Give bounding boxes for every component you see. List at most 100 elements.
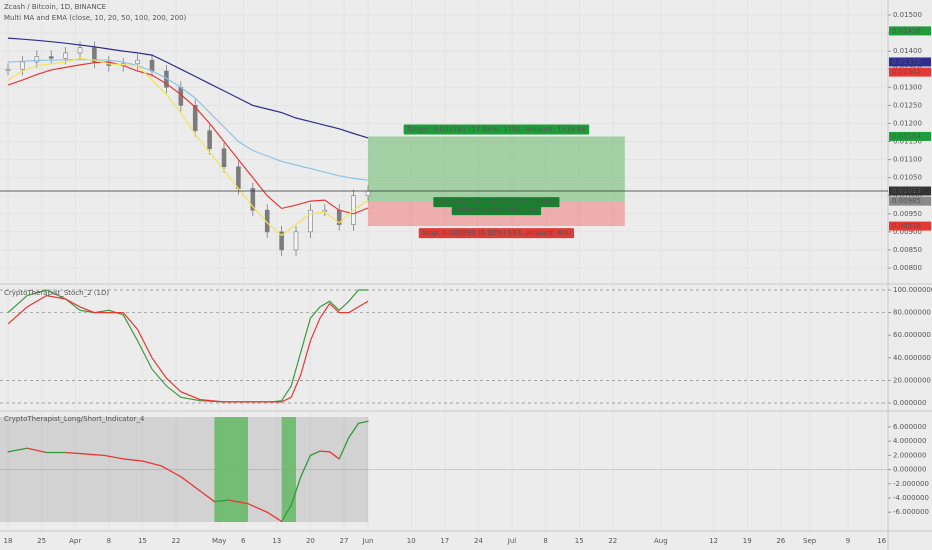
series-segment — [7, 447, 28, 453]
position-label: Risk/Reward Ratio: 2.58 — [455, 206, 538, 214]
x-tick-label: 8 — [543, 537, 547, 545]
series-line — [7, 58, 369, 181]
x-tick-label: 20 — [306, 537, 315, 545]
x-tick-label: Jun — [362, 537, 374, 545]
x-tick-label: 6 — [241, 537, 246, 545]
x-tick-label: Aug — [654, 537, 668, 545]
indicator-background — [0, 417, 369, 522]
price-label: 0.01370 — [892, 58, 921, 66]
profit-zone — [368, 136, 625, 202]
series-line — [7, 37, 369, 139]
x-tick-label: 10 — [407, 537, 416, 545]
x-tick-label: 15 — [575, 537, 584, 545]
y-tick-label: 0.01150 — [893, 138, 922, 146]
candle — [34, 56, 40, 63]
position-label-bg — [451, 205, 542, 216]
y-tick-label: -4.000000 — [893, 494, 929, 502]
price-label-bg — [889, 57, 931, 67]
x-tick-label: Jul — [507, 537, 517, 545]
series-segment — [199, 490, 216, 503]
series-segment — [247, 503, 268, 513]
series-segment — [357, 420, 369, 425]
position-label: Open P&L: 0.000214, Qty: 288600 — [436, 198, 556, 206]
y-tick-label: 4.000000 — [893, 437, 926, 445]
y-tick-label: 100.000000 — [893, 286, 932, 294]
x-tick-label: 27 — [340, 537, 349, 545]
series-line — [7, 57, 369, 237]
candle — [365, 190, 371, 197]
price-label: 0.00916 — [892, 222, 921, 230]
series-segment — [319, 450, 331, 453]
x-tick-label: Apr — [69, 537, 81, 545]
price-label-bg — [889, 26, 931, 36]
y-tick-label: 0.00800 — [893, 264, 922, 272]
y-tick-label: 0.01250 — [893, 101, 922, 109]
series-segment — [160, 465, 182, 478]
candle — [135, 59, 140, 65]
series-segment — [328, 451, 340, 460]
y-tick-label: 60.000000 — [893, 331, 931, 339]
series-segment — [228, 499, 249, 505]
series-segment — [26, 447, 48, 454]
y-tick-label: 80.000000 — [893, 309, 931, 317]
price-label-bg — [889, 131, 931, 141]
y-tick-label: -2.000000 — [893, 480, 929, 488]
price-label-bg — [889, 196, 931, 206]
x-tick-label: 9 — [846, 537, 850, 545]
y-tick-label: 0.01300 — [893, 83, 922, 91]
series-segment — [290, 476, 302, 506]
y-tick-label: 0.01500 — [893, 11, 922, 19]
position-label-bg — [403, 124, 590, 135]
series-segment — [64, 451, 86, 455]
x-tick-label: 26 — [776, 537, 785, 545]
candle — [279, 231, 284, 251]
series-segment — [338, 436, 350, 460]
candle — [63, 52, 68, 59]
y-tick-label: -6.000000 — [893, 508, 929, 516]
candle — [236, 166, 241, 189]
series-segment — [213, 499, 230, 503]
price-label-bg — [889, 67, 931, 77]
y-tick-label: 20.000000 — [893, 376, 931, 384]
y-tick-label: 0.000000 — [893, 399, 926, 407]
position-label: Target: 0.001791 (17.88%) 1791, Amount: … — [406, 125, 587, 133]
y-tick-label: 0.01050 — [893, 174, 922, 182]
series-line — [7, 61, 369, 215]
candle — [20, 61, 25, 70]
y-tick-label: 0.00850 — [893, 246, 922, 254]
candle — [149, 59, 155, 72]
y-tick-label: 0.01400 — [893, 47, 922, 55]
series-segment — [141, 460, 163, 467]
price-label: 0.01456 — [892, 27, 921, 35]
price-label-bg — [889, 186, 931, 196]
x-tick-label: 15 — [138, 537, 147, 545]
x-tick-label: 8 — [107, 537, 111, 545]
y-tick-label: 0.00950 — [893, 210, 922, 218]
ls-title: CryptoTherapist_Long/Short_Indicator_4 — [4, 415, 145, 423]
chart-title: Zcash / Bitcoin, 1D, BINANCE — [4, 3, 106, 11]
signal-zone — [214, 417, 249, 522]
y-tick-label: 6.000000 — [893, 423, 926, 431]
price-label: 0.01013 — [892, 187, 921, 195]
y-tick-label: 0.01200 — [893, 119, 922, 127]
indicator-title: Multi MA and EMA (close, 10, 20, 50, 100… — [4, 14, 187, 22]
price-label: 0.01342 — [892, 68, 921, 76]
candle — [250, 188, 256, 211]
candle — [192, 105, 198, 131]
x-tick-label: 22 — [608, 537, 617, 545]
price-label: 0.00985 — [892, 197, 921, 205]
x-tick-label: May — [212, 537, 226, 545]
x-tick-label: 16 — [877, 537, 886, 545]
x-tick-label: 18 — [4, 537, 13, 545]
series-segment — [309, 450, 321, 457]
y-tick-label: 2.000000 — [893, 451, 926, 459]
series-segment — [348, 422, 360, 439]
candle — [77, 47, 83, 54]
series-segment — [84, 453, 105, 457]
position-label: Stop: 0.000693 (6.92%) 693, Amount: 800 — [422, 229, 571, 237]
series-segment — [266, 511, 283, 523]
series-segment — [280, 504, 292, 523]
